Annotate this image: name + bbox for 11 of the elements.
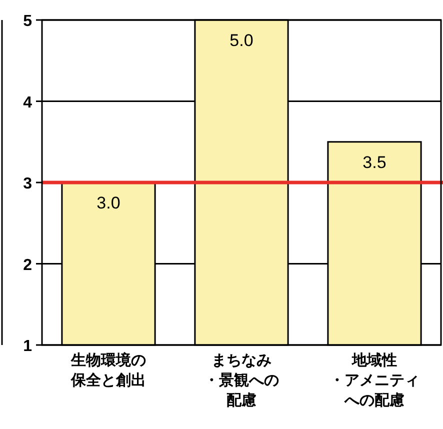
x-tick-label: 地域性・アメニティへの配慮 [330, 352, 420, 409]
y-tick-label: 5 [23, 13, 32, 30]
data-label: 5.0 [230, 31, 254, 50]
data-label: 3.0 [96, 194, 120, 212]
y-tick-label: 4 [23, 94, 32, 112]
x-tick-label: まちなみ・景観への配慮 [204, 352, 279, 409]
data-label: 3.5 [362, 152, 386, 172]
y-tick-label: 1 [23, 338, 32, 355]
y-tick-label: 3 [23, 176, 32, 192]
x-tick-label: 生物環境の保全と創出 [70, 351, 146, 389]
y-tick-label: 2 [23, 256, 32, 274]
